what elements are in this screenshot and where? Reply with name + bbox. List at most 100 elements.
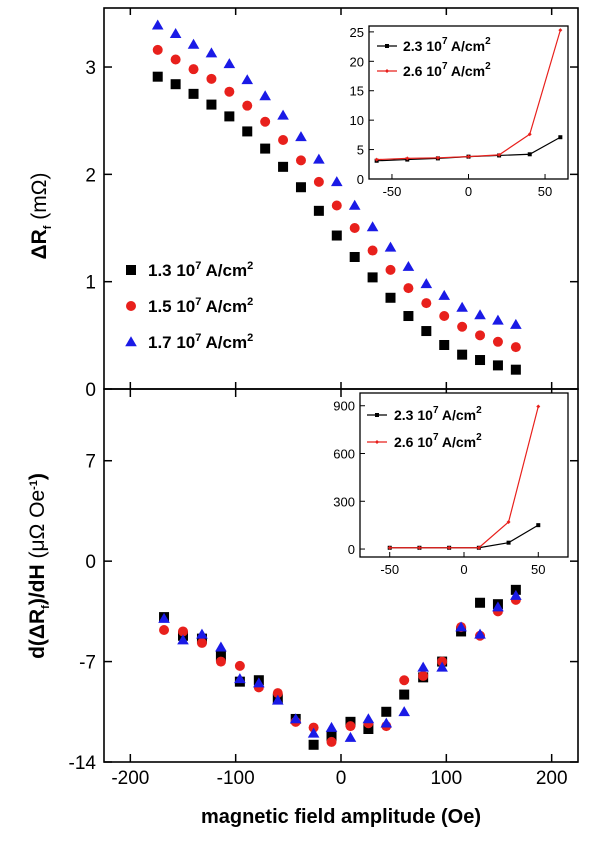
top-point xyxy=(152,44,163,55)
bottom-point xyxy=(363,724,374,735)
bottom-inset-legend-label-unit: A/cm xyxy=(439,407,477,423)
top-point xyxy=(474,309,486,320)
bottom-inset-legend-label-unit: A/cm xyxy=(439,434,477,450)
top-series-3 xyxy=(151,19,522,329)
top-legend-label: 1.7 107 A/cm2 xyxy=(148,332,253,352)
top-point xyxy=(421,298,432,309)
bottom-point xyxy=(418,670,429,681)
bottom-point xyxy=(345,721,356,732)
top-legend-marker xyxy=(126,265,136,275)
bottom-point xyxy=(272,688,283,699)
bottom-point xyxy=(325,721,338,732)
top-legend-marker xyxy=(125,336,137,347)
bottom-y-label-close: ) xyxy=(26,473,49,480)
top-point xyxy=(331,230,342,241)
bottom-y-tick-label: 0 xyxy=(85,552,96,573)
bottom-inset-legend-label-prefix: 2.6 10 xyxy=(394,434,433,450)
top-point xyxy=(277,109,289,120)
top-y-tick-label: 1 xyxy=(85,273,96,294)
top-inset-legend-label-unit-exp: 2 xyxy=(485,61,491,72)
bottom-inset-point xyxy=(506,540,511,545)
top-point xyxy=(349,251,360,262)
top-inset-legend-marker xyxy=(385,69,389,73)
bottom-point xyxy=(474,628,486,639)
bottom-y-label-pre: d(ΔR xyxy=(26,609,49,659)
top-inset-legend-label-exp: 7 xyxy=(442,36,448,47)
top-point xyxy=(402,260,415,271)
top-inset-bg xyxy=(369,26,568,179)
bottom-y-label-unit: (μΩ Oe xyxy=(26,490,49,564)
bottom-point xyxy=(289,713,302,724)
bottom-point xyxy=(475,597,486,608)
bottom-point xyxy=(234,660,245,671)
top-point xyxy=(206,73,217,84)
top-point xyxy=(367,272,378,283)
top-y-label-sub: f xyxy=(42,225,54,229)
top-inset-y-tick-label: 20 xyxy=(350,54,364,69)
top-inset-point xyxy=(558,28,563,33)
bottom-point xyxy=(398,706,410,717)
bottom-inset-point xyxy=(506,519,511,524)
top-legend-label: 1.3 107 A/cm2 xyxy=(148,260,253,280)
top-inset-legend-marker xyxy=(385,44,389,48)
top-point xyxy=(349,223,360,234)
top-point xyxy=(510,318,522,329)
bottom-y-label-sub: f xyxy=(40,605,52,609)
top-point xyxy=(385,264,396,275)
top-point xyxy=(169,28,182,39)
top-inset-legend-label-prefix: 2.3 10 xyxy=(403,38,442,54)
bottom-point xyxy=(492,601,504,612)
bottom-point xyxy=(362,713,375,724)
bottom-inset-x-tick-label: 50 xyxy=(531,562,545,577)
top-point xyxy=(170,54,181,65)
top-inset-legend-label: 2.3 107 A/cm2 xyxy=(403,36,491,54)
top-y-label-main: ΔR xyxy=(28,229,51,259)
bottom-point xyxy=(178,626,188,637)
bottom-y-label-exp: -1 xyxy=(28,480,40,490)
top-point xyxy=(456,301,468,312)
bottom-x-tick-label: -100 xyxy=(217,768,255,789)
top-inset-legend-label-prefix: 2.6 10 xyxy=(403,63,442,79)
top-point xyxy=(151,19,164,30)
bottom-point xyxy=(380,717,393,728)
top-legend-label-exp: 7 xyxy=(195,332,201,344)
top-point xyxy=(403,311,414,322)
top-point xyxy=(295,155,306,166)
bottom-inset-point xyxy=(536,523,541,528)
bottom-point xyxy=(196,628,208,639)
top-point xyxy=(278,135,289,146)
top-point xyxy=(492,314,504,325)
bottom-point xyxy=(455,621,467,632)
top-y-tick-label: 0 xyxy=(85,380,96,401)
bottom-point xyxy=(215,641,227,652)
top-y-axis-label: ΔRf (mΩ) xyxy=(28,173,54,260)
bottom-inset-line xyxy=(389,406,539,549)
top-point xyxy=(420,278,433,289)
top-point xyxy=(187,38,200,49)
bottom-point xyxy=(326,736,337,747)
top-point xyxy=(224,111,235,122)
top-legend-label-exp: 7 xyxy=(195,260,201,272)
top-inset-point xyxy=(527,132,532,137)
bottom-x-tick-label: 200 xyxy=(536,768,568,789)
top-point xyxy=(259,90,271,101)
bottom-point xyxy=(399,675,410,686)
top-point xyxy=(295,182,306,193)
top-inset-point xyxy=(405,156,410,161)
bottom-point xyxy=(308,739,319,750)
bottom-point xyxy=(272,694,284,705)
bottom-point xyxy=(177,634,189,645)
bottom-point xyxy=(399,689,410,700)
top-inset-point xyxy=(527,152,532,157)
bottom-inset-point xyxy=(447,545,452,550)
top-point xyxy=(206,99,217,110)
top-point xyxy=(223,58,236,69)
top-point xyxy=(438,289,451,300)
bottom-inset-y-tick-label: 600 xyxy=(333,447,355,462)
top-point xyxy=(260,116,271,127)
top-legend-label-unit: A/cm xyxy=(201,261,247,280)
bottom-inset-legend-label-unit-exp: 2 xyxy=(476,432,482,443)
top-point xyxy=(439,339,450,350)
